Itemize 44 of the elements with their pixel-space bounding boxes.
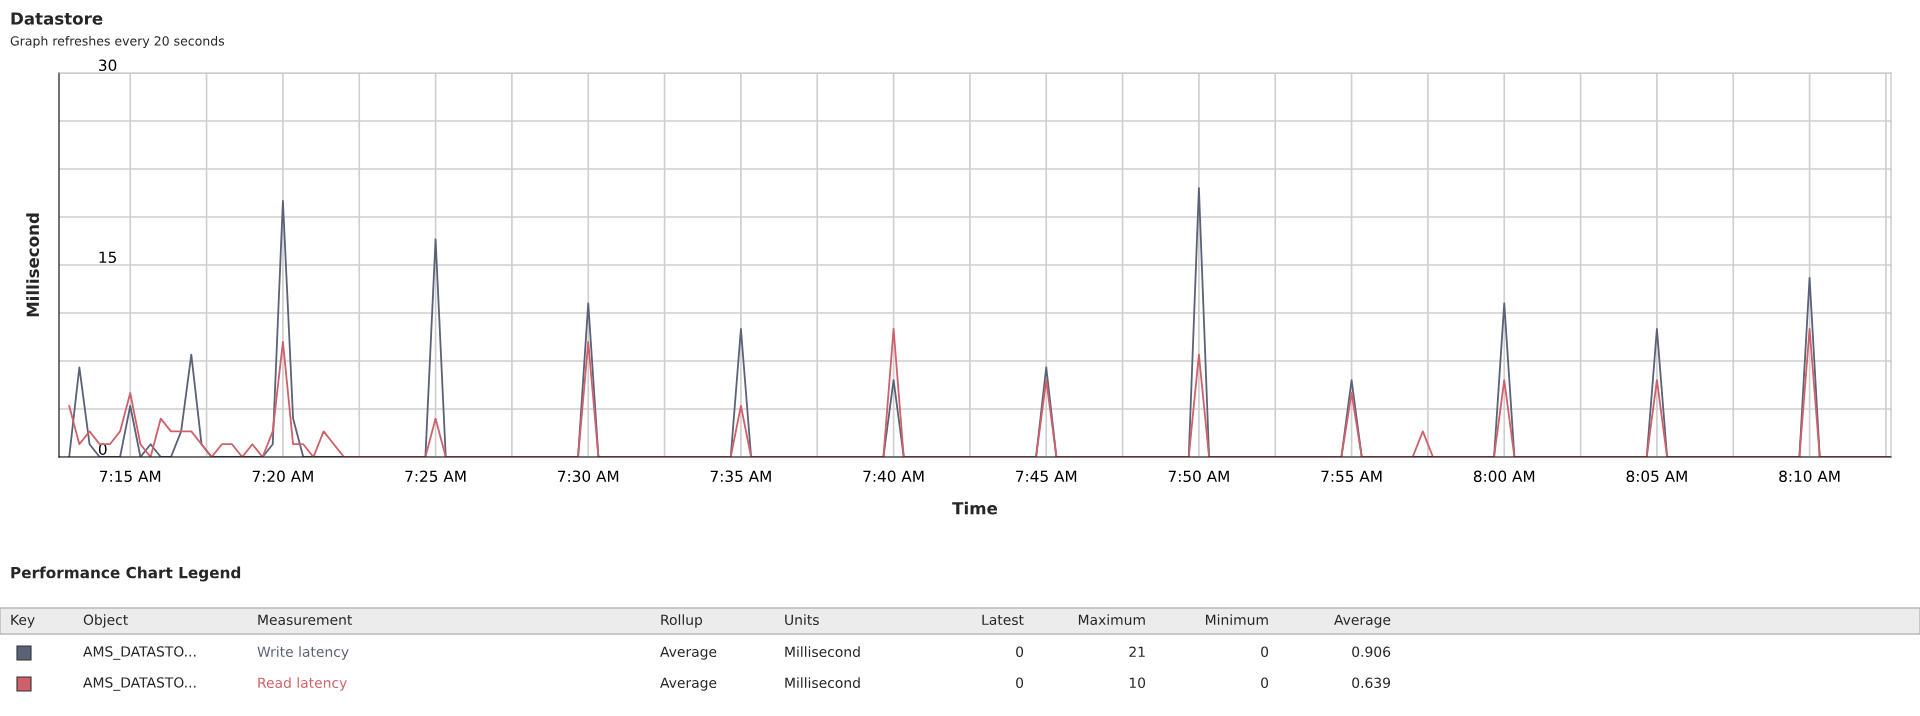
x-tick-label: 8:05 AM: [1626, 470, 1687, 483]
text: Minimum: [1206, 614, 1268, 626]
x-tick-label: 7:50 AM: [1168, 470, 1229, 483]
text: Units: [785, 614, 819, 626]
chart-subtitle: Graph refreshes every 20 seconds: [10, 35, 225, 49]
text: Read latency: [258, 677, 347, 691]
text: 21: [1129, 646, 1145, 657]
text: Millisecond: [785, 677, 860, 689]
text: 0: [1261, 646, 1269, 658]
text: 10: [1129, 677, 1146, 689]
x-tick-label: 7:15 AM: [100, 470, 161, 483]
y-tick-label: 30: [99, 59, 117, 72]
text: 0.639: [1352, 677, 1391, 689]
x-tick-label: 8:00 AM: [1473, 470, 1535, 483]
text: AMS_DATASTO...: [83, 677, 196, 691]
text: Latest: [982, 614, 1024, 626]
text: Maximum: [1078, 614, 1145, 626]
text: AMS_DATASTO...: [83, 646, 196, 660]
text: 0.906: [1352, 646, 1391, 658]
text: Average: [660, 646, 717, 660]
x-tick-label: 7:30 AM: [558, 470, 619, 483]
text: 0: [1016, 677, 1024, 689]
text: Average: [1334, 614, 1391, 628]
text: Millisecond: [785, 646, 860, 658]
text: Rollup: [661, 614, 703, 628]
x-tick-label: 7:25 AM: [405, 470, 466, 483]
x-tick-label: 7:55 AM: [1321, 470, 1382, 483]
text: 0: [1261, 677, 1269, 689]
x-tick-label: 7:45 AM: [1016, 470, 1077, 483]
text: 0: [1016, 646, 1024, 658]
chart-title: Datastore: [11, 12, 103, 25]
text: Key: [11, 614, 35, 628]
text: Measurement: [258, 614, 353, 626]
x-tick-label: 7:40 AM: [863, 470, 924, 483]
y-axis-title: Millisecond: [26, 213, 40, 317]
y-tick-label: 15: [99, 251, 116, 264]
text: Average: [660, 677, 717, 691]
x-tick-label: 7:20 AM: [252, 470, 313, 483]
text: Performance Chart Legend: [11, 566, 241, 582]
x-tick-label: 8:10 AM: [1779, 470, 1840, 483]
x-axis-title: Time: [952, 501, 998, 515]
text: Object: [83, 614, 128, 628]
x-tick-label: 7:35 AM: [710, 470, 771, 483]
text: Write latency: [257, 646, 349, 660]
